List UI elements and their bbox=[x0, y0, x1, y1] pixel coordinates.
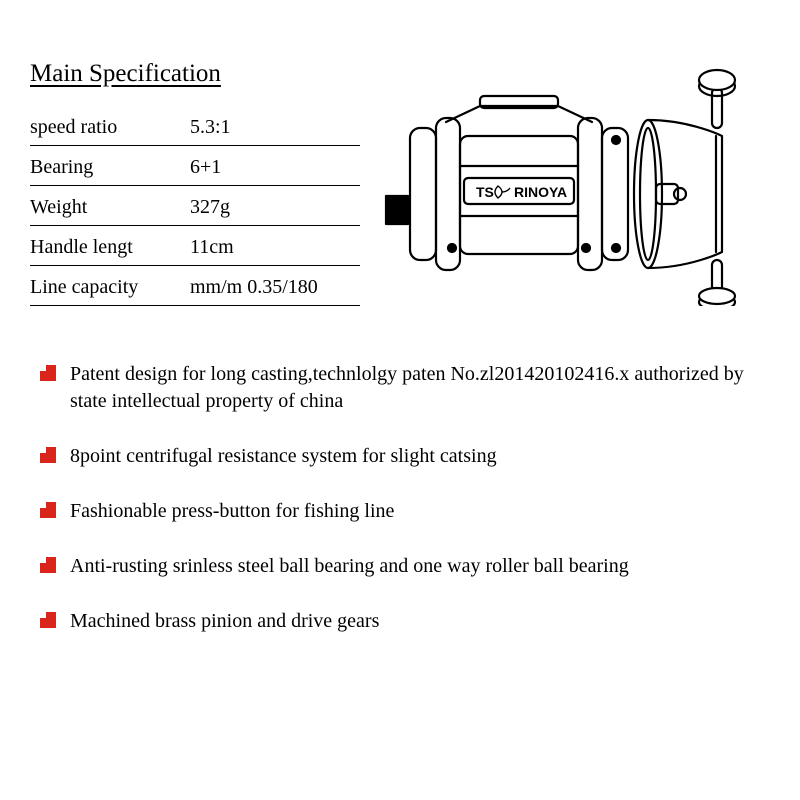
spec-row: Line capacity mm/m 0.35/180 bbox=[30, 266, 360, 306]
feature-text: Patent design for long casting,technlolg… bbox=[70, 361, 776, 415]
spec-row: Handle lengt 11cm bbox=[30, 226, 360, 266]
square-bullet-icon bbox=[40, 557, 56, 573]
brand-text-right: RINOYA bbox=[514, 184, 567, 200]
spec-label: Bearing bbox=[30, 156, 190, 179]
spec-row: Bearing 6+1 bbox=[30, 146, 360, 186]
feature-list: Patent design for long casting,technlolg… bbox=[30, 361, 776, 635]
feature-item: Anti-rusting srinless steel ball bearing… bbox=[40, 553, 776, 580]
spec-value: mm/m 0.35/180 bbox=[190, 276, 360, 299]
spec-label: speed ratio bbox=[30, 116, 190, 139]
feature-text: Anti-rusting srinless steel ball bearing… bbox=[70, 553, 629, 580]
spec-value: 327g bbox=[190, 196, 360, 219]
spec-value: 5.3:1 bbox=[190, 116, 360, 139]
spec-value: 11cm bbox=[190, 236, 360, 259]
spec-table: Main Specification speed ratio 5.3:1 Bea… bbox=[30, 60, 360, 306]
spec-label: Line capacity bbox=[30, 276, 190, 299]
feature-text: 8point centrifugal resistance system for… bbox=[70, 443, 497, 470]
feature-item: Machined brass pinion and drive gears bbox=[40, 608, 776, 635]
square-bullet-icon bbox=[40, 447, 56, 463]
feature-text: Machined brass pinion and drive gears bbox=[70, 608, 379, 635]
spec-title: Main Specification bbox=[30, 60, 360, 88]
spec-label: Handle lengt bbox=[30, 236, 190, 259]
feature-item: Patent design for long casting,technlolg… bbox=[40, 361, 776, 415]
spec-row: speed ratio 5.3:1 bbox=[30, 106, 360, 146]
spec-value: 6+1 bbox=[190, 156, 360, 179]
feature-item: Fashionable press-button for fishing lin… bbox=[40, 498, 776, 525]
feature-text: Fashionable press-button for fishing lin… bbox=[70, 498, 394, 525]
brand-text-left: TS bbox=[476, 184, 494, 200]
square-bullet-icon bbox=[40, 502, 56, 518]
feature-item: 8point centrifugal resistance system for… bbox=[40, 443, 776, 470]
reel-line-drawing-icon: TS RINOYA bbox=[380, 66, 750, 306]
square-bullet-icon bbox=[40, 365, 56, 381]
spec-label: Weight bbox=[30, 196, 190, 219]
product-illustration: TS RINOYA bbox=[380, 60, 776, 311]
square-bullet-icon bbox=[40, 612, 56, 628]
spec-row: Weight 327g bbox=[30, 186, 360, 226]
